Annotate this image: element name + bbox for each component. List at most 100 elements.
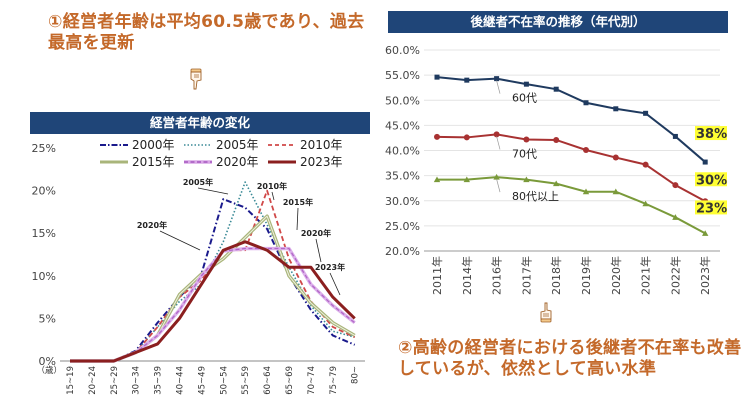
x-tick-label: 2021年 [639,256,653,295]
data-point-60代 [494,76,500,82]
x-tick-label: 40~44 [176,366,186,395]
series-label-leader-line [496,179,501,193]
legend-swatch-2015 [100,160,128,163]
legend-swatch-2010 [268,143,296,146]
data-point-80代以上 [523,176,530,183]
x-tick-label: 2019年 [579,256,593,295]
series-label: 60代 [512,92,537,105]
x-tick-label: 80~ [351,366,361,384]
data-point-80代以上 [463,176,470,183]
data-point-80代以上 [582,188,590,195]
legend-swatch-2005 [184,143,212,146]
data-point-80代以上 [642,200,649,207]
y-tick-label: 10% [32,270,56,283]
legend-swatch-2020 [184,159,212,164]
annotation-label: 2010年 [257,181,287,191]
annotation-leader-line [329,272,341,296]
legend-swatch-2023 [268,160,296,163]
series-line-70代 [436,133,706,203]
data-point-70代 [493,131,500,138]
legend-label-2005: 2005年 [216,138,259,152]
y-tick-label: 55.0% [385,69,420,82]
series-line-80代以上 [437,176,706,235]
annotation-leader-line [271,191,275,201]
annotation-label: 2023年 [315,262,345,272]
data-point-80代以上 [493,173,500,180]
x-tick-label: 30~34 [132,366,142,395]
y-tick-label: 25% [32,142,56,155]
legend-label-2023: 2023年 [300,155,343,169]
y-tick-label: 60.0% [385,44,420,57]
data-point-70代 [583,146,589,153]
data-point-70代 [642,161,649,168]
data-point-60代 [672,133,678,139]
data-point-80代以上 [612,188,619,195]
data-point-60代 [643,110,649,116]
end-value-label: 38% [696,127,727,142]
data-point-60代 [583,100,589,106]
x-tick-label: 60~64 [263,366,273,395]
headline-average-age: ①経営者年齢は平均60.5歳であり、過去最高を更新 [48,12,365,53]
x-tick-label: 15~19 [66,366,76,395]
x-tick-label: 2011年 [430,256,444,295]
legend-label-2020: 2020年 [216,155,259,169]
y-tick-label: 50.0% [385,94,420,107]
x-tick-label: 35~39 [154,366,164,395]
pointing-up-hand-icon [538,302,554,324]
x-tick-label: 2016年 [490,256,504,295]
data-point-80代以上 [672,214,679,220]
y-tick-label: 0% [39,355,56,368]
data-point-60代 [464,77,470,83]
x-tick-label: 55~59 [241,366,251,395]
legend-swatch-2000 [100,143,128,146]
data-point-70代 [612,154,619,161]
x-tick-label: 20~24 [88,366,98,395]
data-point-60代 [613,106,619,112]
legend-label-2010: 2010年 [300,138,343,152]
x-axis-unit-label: （歳） [36,365,62,376]
x-tick-label: 2018年 [549,256,563,295]
owner-age-chart: 0% 5% 10% 15% 20% 25% （歳） 15~19 20~24 25~29 30~34 3… [32,142,365,395]
x-tick-label: 50~54 [219,366,229,395]
end-label-highlight [695,200,727,215]
y-tick-label: 40.0% [385,145,420,158]
series-line-2023年 [70,240,356,363]
x-tick-label: 2017年 [519,256,533,295]
data-point-70代 [523,136,530,143]
x-tick-label: 2023年 [698,256,712,295]
annotation-leader-line [315,238,322,263]
annotation-label: 2020年 [137,220,167,230]
data-point-70代 [434,133,440,140]
series-label: 80代以上 [512,190,559,203]
annotation-leader-line [296,207,299,231]
legend-item-2023: 2023年 [268,153,352,170]
y-tick-label: 30.0% [385,195,420,208]
y-tick-label: 35.0% [385,170,420,183]
data-point-60代 [702,159,708,165]
legend-item-2010: 2010年 [268,136,352,153]
data-point-80代以上 [702,230,709,236]
legend-item-2005: 2005年 [184,136,268,153]
data-point-80代以上 [433,176,441,183]
data-point-60代 [553,86,559,92]
x-tick-label: 65~69 [285,366,295,395]
data-point-70代 [672,182,679,189]
legend-label-2000: 2000年 [132,138,175,152]
x-tick-label: 75~79 [329,366,339,395]
x-tick-label: 2022年 [668,256,682,295]
legend-label-2015: 2015年 [132,155,175,169]
chart-legend: 2000年 2005年 2010年 2015年 2020年 2023年 [100,136,352,170]
y-tick-label: 20% [32,185,56,198]
data-point-60代 [523,81,529,87]
headline-successor-absence: ②高齢の経営者における後継者不在率も改善しているが、依然として高い水準 [398,338,742,379]
series-label-leader-line [496,80,501,94]
end-value-label: 30% [696,173,727,188]
pointing-down-hand-icon [188,68,204,90]
annotation-leader-line [197,187,229,195]
y-tick-label: 45.0% [385,119,420,132]
x-tick-label: 2014年 [460,256,474,295]
x-tick-label: 45~49 [197,366,207,395]
y-tick-label: 20.0% [385,245,420,258]
x-tick-label: 2020年 [609,256,623,295]
